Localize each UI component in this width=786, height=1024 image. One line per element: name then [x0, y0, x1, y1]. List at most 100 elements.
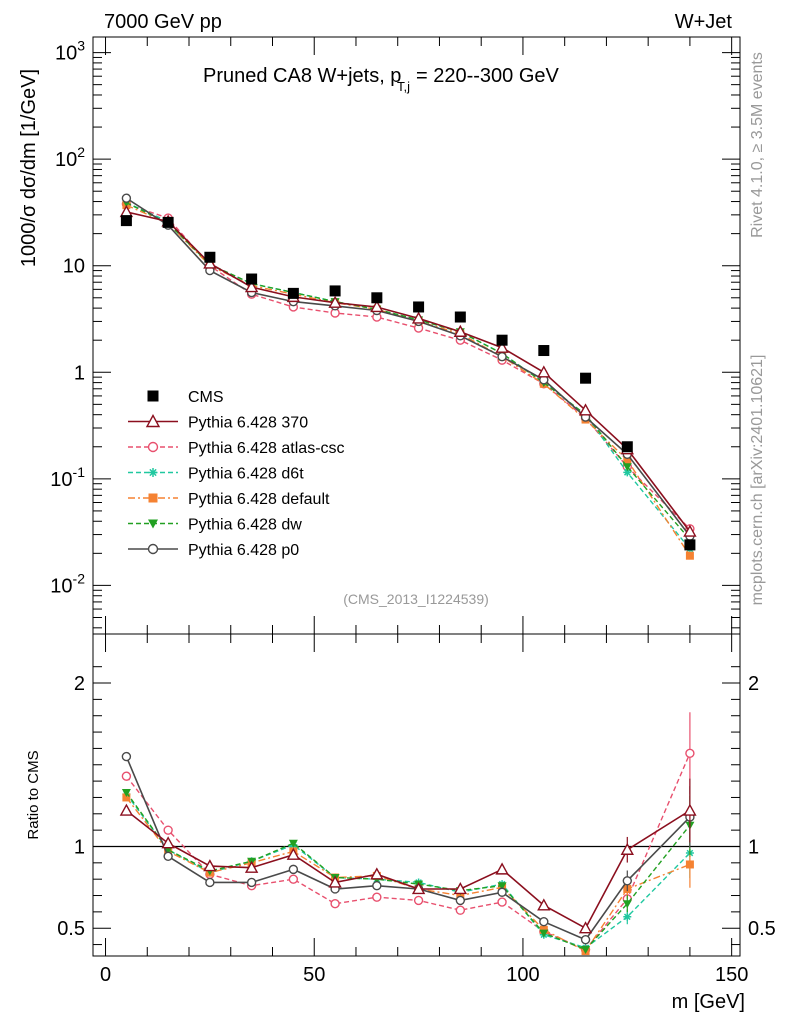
ratio-y-tick-label-right: 2: [748, 673, 759, 695]
data-point-p370: [203, 256, 217, 269]
legend-marker-p370: [145, 414, 161, 428]
legend-label-atlas: Pythia 6.428 atlas-csc: [188, 440, 345, 457]
ratio-point-atlas: [372, 892, 382, 902]
legend-label-p0: Pythia 6.428 p0: [188, 542, 299, 559]
chart-title-tail: = 220--300 GeV: [416, 65, 560, 87]
legend-label-default: Pythia 6.428 default: [188, 491, 330, 508]
ratio-point-p0: [455, 895, 466, 906]
ratio-point-default: [685, 860, 694, 869]
legend-item-default: Pythia 6.428 default: [128, 491, 330, 508]
data-point-p0: [497, 352, 507, 362]
legend: CMS Pythia 6.428 370 Pythia 6.428 atlas-cs…: [128, 389, 345, 559]
ratio-y-tick-label: 0.5: [57, 918, 85, 940]
ratio-point-p370: [119, 803, 134, 816]
main-y-tick-label: 10-2: [50, 570, 85, 597]
ratio-point-dw: [581, 945, 591, 954]
ratio-point-d6t: [623, 912, 632, 921]
side-label-rivet: Rivet 4.1.0, ≥ 3.5M events: [749, 52, 766, 238]
ratio-point-p370: [411, 882, 426, 895]
ratio-point-p370: [370, 867, 384, 880]
main-series-layer: [119, 193, 697, 560]
ratio-point-p0: [497, 887, 507, 897]
ratio-point-p370: [578, 921, 593, 934]
data-point-p370: [453, 324, 468, 337]
ratio-series-atlas: [121, 712, 695, 955]
legend-item-CMS: CMS: [147, 389, 224, 406]
side-label-mcplots: mcplots.cern.ch [arXiv:2401.10621]: [749, 355, 766, 606]
ratio-point-dw: [622, 900, 632, 909]
data-point-CMS: [496, 334, 508, 346]
ratio-point-p370: [683, 803, 697, 816]
legend-marker-default: [148, 493, 158, 503]
ratio-point-p0: [121, 751, 132, 762]
ratio-point-atlas: [163, 825, 173, 835]
legend-label-d6t: Pythia 6.428 d6t: [188, 466, 304, 483]
ratio-point-default: [122, 793, 131, 802]
series-CMS: [120, 215, 696, 551]
legend-item-p370: Pythia 6.428 370: [128, 414, 308, 432]
ratio-series-p0: [121, 751, 695, 945]
legend-marker-p0: [147, 543, 159, 555]
legend-marker-atlas: [147, 441, 159, 453]
series-line-p0: [125, 197, 691, 537]
legend-item-d6t: Pythia 6.428 d6t: [128, 466, 304, 483]
ratio-point-p0: [372, 881, 382, 891]
data-point-default: [685, 551, 694, 560]
data-point-CMS: [538, 345, 550, 357]
ratio-point-atlas: [121, 771, 132, 781]
data-point-CMS: [162, 216, 174, 228]
data-point-CMS: [204, 251, 216, 263]
ratio-point-p0: [288, 864, 299, 875]
ratio-point-atlas: [413, 895, 424, 906]
ratio-series-layer: [119, 712, 697, 956]
series-line-p370: [126, 211, 691, 533]
ratio-point-p0: [205, 877, 215, 888]
ratio-point-p0: [539, 916, 549, 927]
main-y-tick-label: 10: [63, 256, 85, 278]
ratio-point-p0: [246, 877, 257, 888]
series-p0: [121, 193, 695, 541]
data-point-p370: [411, 311, 426, 324]
legend-item-dw: Pythia 6.428 dw: [128, 517, 302, 534]
ratio-point-default: [456, 891, 465, 900]
chart-title: Pruned CA8 W+jets, p T,j = 220--300 GeV: [203, 65, 560, 94]
legend-marker-d6t: [148, 468, 158, 477]
legend-item-p0: Pythia 6.428 p0: [128, 542, 299, 559]
header-right: W+Jet: [675, 11, 733, 33]
ratio-axes: 0.5 0.5 1 1 2 2 0 50 100 150: [57, 634, 776, 986]
ratio-point-dw: [539, 929, 549, 938]
data-point-default: [623, 456, 632, 465]
legend-marker-dw: [148, 519, 158, 529]
analysis-tag: (CMS_2013_I1224539): [343, 591, 489, 607]
x-axis-label: m [GeV]: [672, 991, 745, 1013]
data-point-p370: [537, 365, 551, 378]
x-tick-label: 0: [100, 964, 111, 986]
ratio-line-p0: [125, 756, 691, 941]
data-point-CMS: [413, 301, 425, 313]
ratio-point-p370: [161, 836, 175, 849]
x-tick-label: 50: [303, 964, 325, 986]
ratio-series-dw: [121, 789, 695, 954]
data-point-CMS: [329, 285, 341, 297]
legend-label-dw: Pythia 6.428 dw: [188, 517, 302, 534]
ratio-point-p0: [163, 851, 173, 861]
ratio-point-atlas: [330, 898, 340, 909]
ratio-point-p370: [620, 842, 634, 855]
ratio-panel-frame: [92, 633, 741, 957]
ratio-point-atlas: [288, 874, 299, 884]
chart-title-main: Pruned CA8 W+jets, p: [203, 65, 401, 87]
ratio-y-tick-label-right: 0.5: [748, 918, 776, 940]
ratio-point-p0: [622, 876, 632, 886]
ratio-point-atlas: [497, 897, 507, 907]
ratio-point-dw: [288, 839, 298, 848]
ratio-point-dw: [497, 882, 507, 891]
data-point-p370: [370, 300, 384, 313]
data-point-CMS: [120, 215, 132, 227]
legend-item-atlas: Pythia 6.428 atlas-csc: [128, 440, 345, 457]
data-point-CMS: [287, 287, 299, 299]
ratio-point-p370: [203, 859, 217, 872]
ratio-point-atlas: [455, 905, 466, 915]
ratio-point-p370: [453, 882, 468, 895]
data-point-dw: [622, 463, 632, 472]
data-point-p370: [244, 280, 259, 293]
